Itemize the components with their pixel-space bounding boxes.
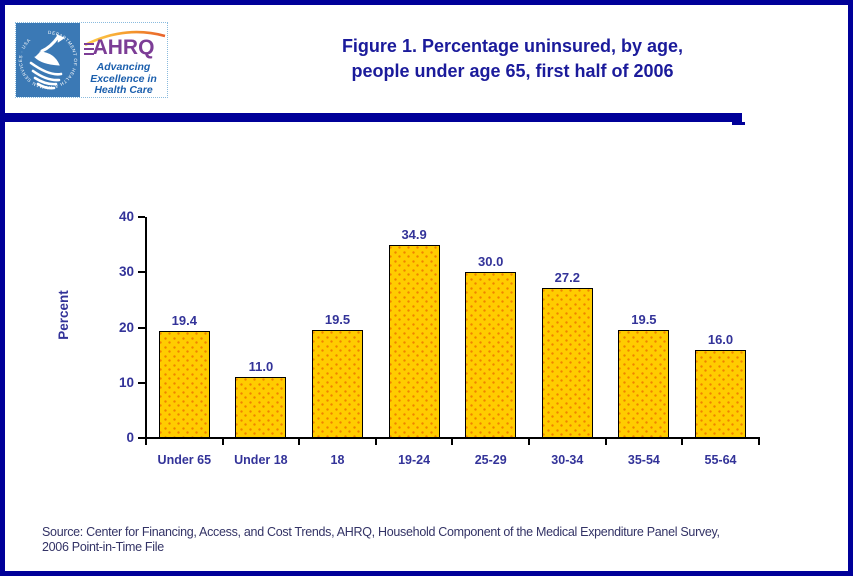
header-divider-shadow — [732, 122, 745, 125]
bar — [695, 349, 746, 438]
y-tick-label: 10 — [118, 374, 134, 390]
figure-title-line1: Figure 1. Percentage uninsured, by age, — [341, 36, 684, 56]
hhs-eagle-icon — [29, 34, 66, 90]
category-tick — [298, 438, 301, 445]
figure-title: Figure 1. Percentage uninsured, by age, … — [180, 34, 845, 84]
source-note-line1: Source: Center for Financing, Access, an… — [42, 525, 720, 539]
y-tick-label: 40 — [118, 209, 134, 224]
agency-logo-block: DEPARTMENT OF HEALTH & HUMAN SERVICES · … — [15, 22, 168, 98]
bar-value-label: 34.9 — [401, 227, 427, 243]
figure-title-line2: people under age 65, first half of 2006 — [351, 61, 674, 81]
bar — [158, 330, 210, 438]
bar — [312, 330, 363, 438]
category-label: Under 18 — [234, 453, 288, 467]
header-divider-bar — [5, 113, 742, 122]
bar — [388, 245, 440, 438]
source-note-line2: 2006 Point-in-Time File — [42, 540, 164, 554]
ahrq-tagline-line2: Excellence in — [90, 72, 157, 85]
ahrq-tagline: Advancing Excellence in Health Care — [80, 61, 167, 97]
category-label: 55-64 — [704, 453, 737, 467]
bar-value-label: 11.0 — [248, 359, 274, 375]
bar-value-label: 19.4 — [171, 312, 197, 328]
bar-value-label: 19.5 — [324, 312, 351, 328]
source-note: Source: Center for Financing, Access, an… — [42, 525, 842, 555]
y-axis-title: Percent — [56, 290, 71, 340]
ahrq-arc-icon — [84, 30, 166, 47]
y-tick-label: 30 — [118, 264, 134, 280]
bar — [465, 272, 517, 438]
bar — [541, 287, 593, 438]
bar-chart: Percent 0 10 20 30 40 19.4 Under 65 11.0 Under 1… — [5, 5, 848, 571]
category-tick — [604, 438, 607, 445]
category-tick — [757, 438, 760, 445]
ahrq-tagline-line1: Advancing — [96, 61, 151, 73]
category-tick — [374, 438, 377, 445]
bar-value-label: 30.0 — [478, 254, 504, 270]
category-tick — [451, 438, 454, 445]
y-tick — [138, 216, 145, 218]
category-tick — [221, 438, 224, 445]
y-tick — [138, 381, 145, 384]
bar — [235, 377, 287, 438]
category-label: 19-24 — [398, 453, 431, 467]
y-tick — [138, 437, 145, 439]
category-tick — [681, 438, 684, 445]
y-axis-line — [145, 217, 147, 445]
y-tick — [138, 271, 145, 274]
bar-value-label: 16.0 — [707, 331, 734, 347]
hhs-logo: DEPARTMENT OF HEALTH & HUMAN SERVICES · … — [16, 23, 80, 97]
ahrq-logo: AHRQ Advancing Excellence in Health Care — [80, 23, 167, 97]
category-label: Under 65 — [157, 453, 212, 467]
category-label: 30-34 — [551, 453, 584, 467]
category-label: 25-29 — [474, 453, 507, 467]
ahrq-tagline-line3: Health Care — [94, 84, 153, 96]
bar-value-label: 27.2 — [554, 269, 580, 285]
ahrq-motion-lines-icon — [84, 43, 94, 55]
category-tick — [528, 438, 530, 445]
category-label: 18 — [330, 453, 345, 467]
category-label: 35-54 — [627, 453, 660, 467]
bar-value-label: 19.5 — [631, 312, 657, 328]
hhs-seal-icon: DEPARTMENT OF HEALTH & HUMAN SERVICES · … — [18, 30, 77, 90]
y-tick-label: 20 — [118, 319, 134, 335]
y-tick — [138, 326, 145, 329]
bar — [618, 330, 670, 438]
ahrq-acronym: AHRQ — [92, 36, 155, 59]
y-tick-label: 0 — [126, 430, 134, 445]
